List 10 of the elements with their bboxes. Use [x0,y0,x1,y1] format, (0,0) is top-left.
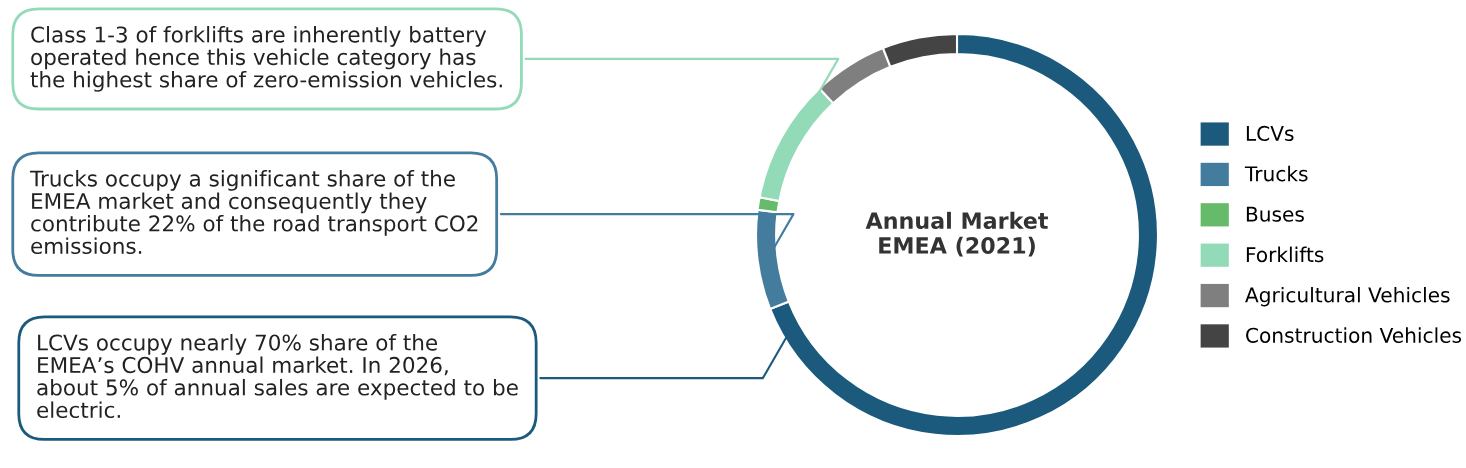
legend-label: Construction Vehicles [1246,327,1462,343]
legend-label: Forklifts [1246,246,1324,263]
text: Annual Market EMEA (2021) [865,211,1048,257]
text: Trucks occupy a significant share of the EMEA market and consequently they contribute 22% of the road transport CO2 emissions. [29,170,478,255]
legend-label: LCVs [1246,125,1294,142]
text: LCVs occupy nearly 70% share of the EMEA’s COHV annual market. In 2026, about 5% of annual sales are expected to be electric. [37,334,518,419]
legend-label: Buses [1246,206,1304,222]
text: Class 1-3 of forklifts are inherently battery operated hence this vehicle category has the highest share of zero-emission vehicles. [30,26,502,92]
legend-label: Agricultural Vehicles [1245,286,1450,307]
legend-label: Trucks [1244,165,1308,182]
